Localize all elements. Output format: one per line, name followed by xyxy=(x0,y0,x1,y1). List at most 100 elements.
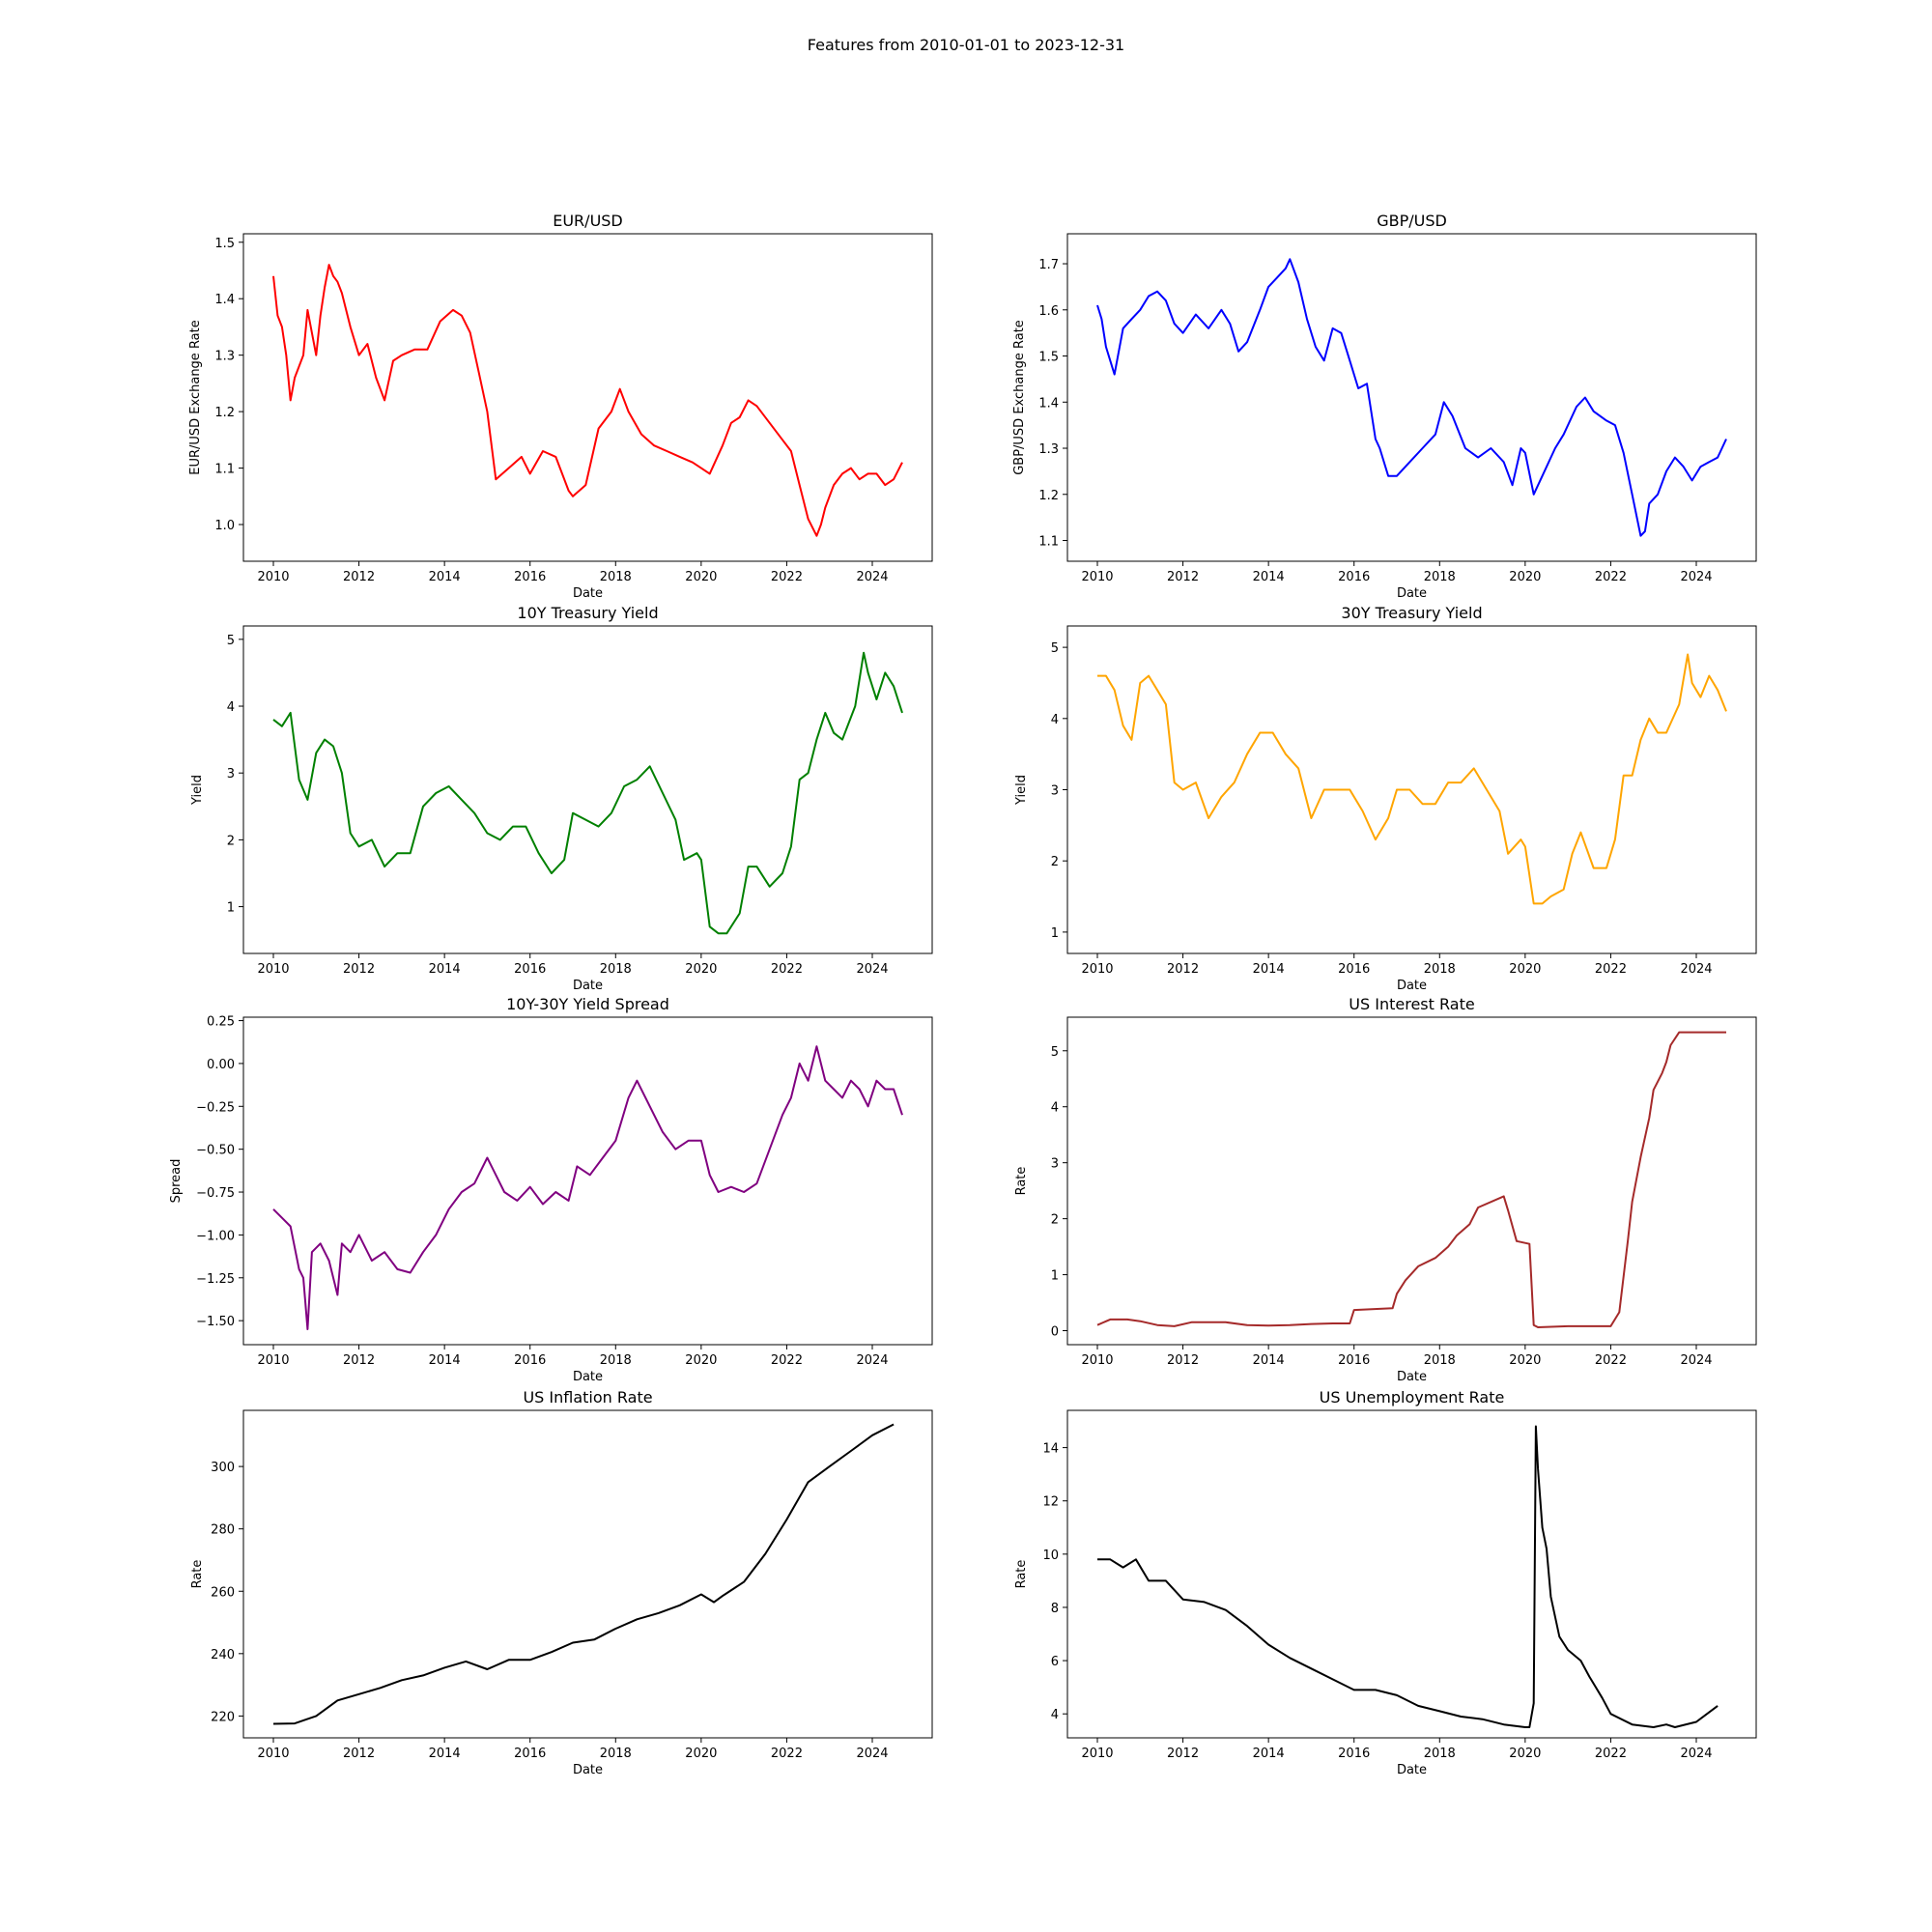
y-tick-label: 4 xyxy=(227,700,235,715)
y-axis-label: Rate xyxy=(1014,1560,1029,1589)
y-tick-label: 5 xyxy=(1051,1045,1059,1060)
y-axis-label: Spread xyxy=(169,1159,184,1204)
x-tick-label: 2024 xyxy=(1680,1747,1712,1761)
x-tick-label: 2010 xyxy=(1081,1747,1113,1761)
x-tick-label: 2024 xyxy=(856,962,888,977)
axes-frame xyxy=(1066,625,1757,954)
x-tick-label: 2014 xyxy=(1253,1747,1285,1761)
series-line xyxy=(272,1045,903,1330)
y-axis-label: GBP/USD Exchange Rate xyxy=(1012,320,1027,475)
y-axis-label: Yield xyxy=(190,775,205,806)
y-tick-label: 2 xyxy=(1051,855,1059,869)
series-line xyxy=(1097,653,1727,905)
series-line xyxy=(1096,258,1727,537)
y-tick-label: 0 xyxy=(1051,1325,1059,1340)
x-tick-label: 2024 xyxy=(1680,570,1712,584)
series-line xyxy=(1096,1031,1726,1328)
y-tick-label: 1.2 xyxy=(214,406,235,420)
axes-frame xyxy=(1066,233,1757,562)
x-tick-label: 2010 xyxy=(1081,1353,1113,1368)
x-tick-label: 2020 xyxy=(1509,570,1541,584)
x-tick-label: 2012 xyxy=(343,1747,375,1761)
y-tick-label: 2 xyxy=(1051,1213,1059,1228)
x-tick-label: 2024 xyxy=(856,1353,888,1368)
y-tick-label: 5 xyxy=(227,634,235,648)
x-tick-label: 2018 xyxy=(1424,570,1456,584)
x-tick-label: 2024 xyxy=(1680,962,1712,977)
x-tick-label: 2014 xyxy=(429,1353,461,1368)
y-tick-label: 0.00 xyxy=(207,1058,235,1072)
y-tick-label: 1.4 xyxy=(214,293,235,307)
subplot-title: EUR/USD xyxy=(553,212,623,230)
y-tick-label: 1.5 xyxy=(214,237,235,251)
y-tick-label: 1 xyxy=(227,901,235,916)
x-tick-label: 2016 xyxy=(514,962,546,977)
series-line xyxy=(272,1423,895,1725)
y-axis-label: EUR/USD Exchange Rate xyxy=(188,320,203,475)
y-tick-label: 1.3 xyxy=(214,350,235,364)
subplot-title: GBP/USD xyxy=(1377,212,1447,230)
x-tick-label: 2022 xyxy=(771,1747,803,1761)
figure-suptitle: Features from 2010-01-01 to 2023-12-31 xyxy=(808,36,1124,54)
x-tick-label: 2018 xyxy=(1424,1747,1456,1761)
y-tick-label: 240 xyxy=(211,1648,235,1662)
x-axis-label: Date xyxy=(1397,1370,1427,1384)
y-tick-label: 1 xyxy=(1051,926,1059,941)
y-tick-label: 1.5 xyxy=(1038,351,1059,365)
y-tick-label: −1.25 xyxy=(196,1272,235,1287)
subplot-2: 10Y Treasury Yield 2010 2012 2014 2016 2018 20… xyxy=(190,604,933,993)
x-tick-label: 2010 xyxy=(1081,962,1113,977)
subplot-title: 30Y Treasury Yield xyxy=(1341,604,1482,622)
x-tick-label: 2022 xyxy=(1595,962,1627,977)
y-tick-label: 280 xyxy=(211,1523,235,1538)
y-tick-label: 4 xyxy=(1051,1708,1059,1722)
x-tick-label: 2020 xyxy=(685,570,717,584)
x-tick-label: 2016 xyxy=(1338,962,1370,977)
x-tick-label: 2022 xyxy=(771,1353,803,1368)
y-tick-label: 1.1 xyxy=(214,463,235,477)
y-tick-label: 0.25 xyxy=(207,1015,235,1030)
x-tick-label: 2018 xyxy=(1424,1353,1456,1368)
subplot-6: US Inflation Rate 2010 2012 2014 2016 2018 202… xyxy=(190,1388,933,1777)
x-tick-label: 2014 xyxy=(429,962,461,977)
axes-frame xyxy=(242,1409,933,1739)
x-tick-label: 2020 xyxy=(1509,962,1541,977)
y-tick-label: 1.3 xyxy=(1038,442,1059,457)
subplot-3: 30Y Treasury Yield 2010 2012 2014 2016 2018 20… xyxy=(1014,604,1757,993)
y-tick-label: 4 xyxy=(1051,713,1059,727)
axes-frame xyxy=(1066,1016,1757,1346)
y-tick-label: 1.7 xyxy=(1038,258,1059,272)
x-axis-label: Date xyxy=(573,979,603,993)
x-axis-label: Date xyxy=(1397,979,1427,993)
x-tick-label: 2020 xyxy=(685,1353,717,1368)
y-tick-label: −0.75 xyxy=(196,1186,235,1201)
y-tick-label: 3 xyxy=(1051,784,1059,799)
x-tick-label: 2024 xyxy=(1680,1353,1712,1368)
x-tick-label: 2018 xyxy=(600,962,632,977)
axes-frame xyxy=(242,233,933,562)
x-axis-label: Date xyxy=(573,1763,603,1777)
x-tick-label: 2014 xyxy=(429,570,461,584)
y-tick-label: 1.1 xyxy=(1038,535,1059,550)
x-axis-label: Date xyxy=(1397,1763,1427,1777)
y-tick-label: −1.50 xyxy=(196,1315,235,1329)
x-tick-label: 2020 xyxy=(685,1747,717,1761)
x-tick-label: 2010 xyxy=(257,1353,289,1368)
x-tick-label: 2016 xyxy=(514,1747,546,1761)
x-tick-label: 2016 xyxy=(1338,570,1370,584)
x-tick-label: 2010 xyxy=(257,1747,289,1761)
series-line xyxy=(272,651,903,935)
x-tick-label: 2010 xyxy=(1081,570,1113,584)
y-tick-label: −0.25 xyxy=(196,1100,235,1115)
y-axis-label: Rate xyxy=(1014,1167,1029,1196)
x-tick-label: 2014 xyxy=(1253,1353,1285,1368)
series-line xyxy=(272,264,903,537)
y-tick-label: 1.4 xyxy=(1038,396,1059,411)
x-tick-label: 2012 xyxy=(343,570,375,584)
x-tick-label: 2022 xyxy=(1595,1747,1627,1761)
x-tick-label: 2022 xyxy=(771,962,803,977)
